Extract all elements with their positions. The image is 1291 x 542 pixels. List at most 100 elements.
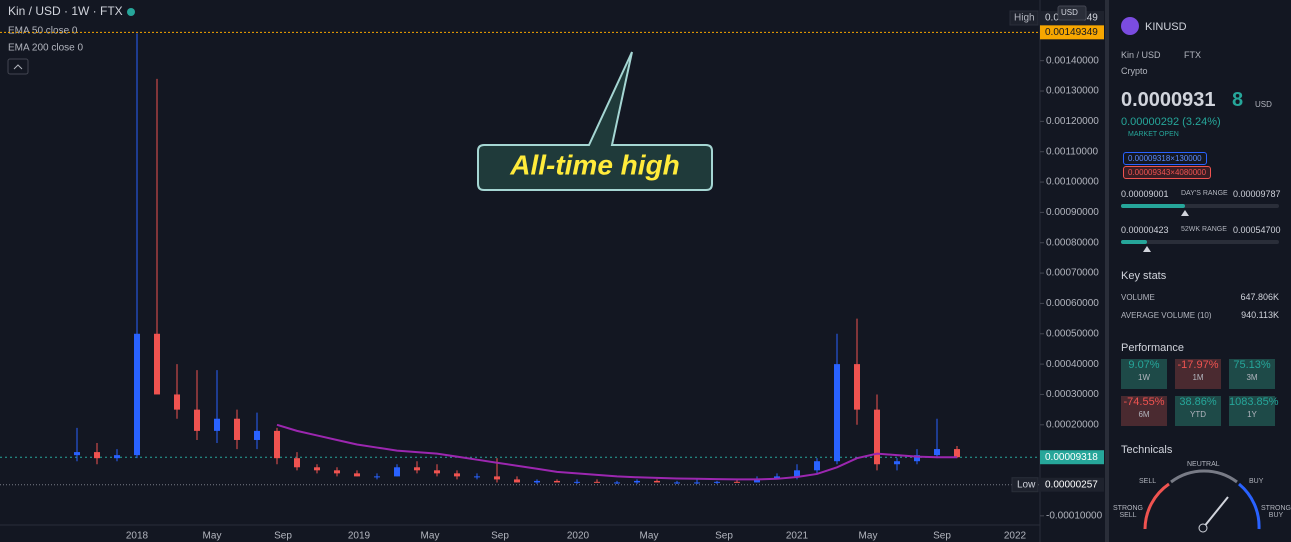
stat-value: 940.113K (1241, 310, 1279, 320)
range-high: 0.00054700 (1233, 225, 1281, 235)
logo (1121, 17, 1139, 35)
y-tick-label: 0.00110000 (1046, 146, 1099, 157)
candle-body (294, 458, 300, 468)
gauge-label: STRONG BUY (1261, 505, 1291, 519)
y-tick-label: 0.00030000 (1046, 389, 1099, 400)
x-tick-label: May (859, 531, 878, 542)
performance-value: -74.55% (1123, 396, 1165, 408)
stat-value: 647.806K (1240, 292, 1279, 302)
performance-value: 75.13% (1233, 359, 1271, 371)
performance-period: 3M (1246, 373, 1258, 382)
candle-body (714, 481, 720, 483)
range-fill (1121, 240, 1147, 244)
candle-body (474, 476, 480, 478)
candle-body (94, 452, 100, 459)
candle-body (334, 470, 340, 474)
candle-body (894, 461, 900, 465)
gauge-label: STRONG SELL (1113, 505, 1143, 519)
x-tick-label: May (421, 531, 440, 542)
candle-body (254, 430, 260, 440)
y-tick-label: 0.00070000 (1046, 268, 1099, 279)
sidebar: KINUSD Kin / USD FTX Crypto 0.0000931 8 USD 0.0… (1105, 0, 1291, 542)
last-label: 0.00009318 (1045, 452, 1098, 463)
bid: 0.00009318×130000 (1123, 152, 1207, 165)
candle-body (754, 479, 760, 483)
callout (477, 51, 713, 191)
y-tick-label: 0.00050000 (1046, 328, 1099, 339)
high-line-tag (1040, 25, 1104, 40)
annotation: All-time high (509, 149, 680, 180)
candle-body (794, 470, 800, 477)
performance-cell: -74.55% 6M (1121, 396, 1167, 426)
candle-body (514, 479, 520, 483)
candle-body (694, 482, 700, 484)
performance-period: YTD (1190, 410, 1206, 419)
stat-label: VOLUME (1121, 293, 1155, 302)
y-tick-label: 0.00100000 (1046, 177, 1099, 188)
gauge-arc (1238, 482, 1261, 530)
price-main: 0.0000931 (1121, 89, 1216, 111)
performance-value: 1083.85% (1229, 396, 1279, 408)
candle-body (854, 364, 860, 410)
x-tick-label: Sep (491, 531, 509, 542)
collapse-button[interactable] (7, 58, 29, 75)
performance-cell: -17.97% 1M (1175, 359, 1221, 389)
candle-body (534, 480, 540, 483)
candle-body (414, 467, 420, 471)
candle-body (954, 449, 960, 458)
candle-body (634, 480, 640, 483)
legend-entry: EMA 50 close 0 (8, 26, 78, 37)
performance-title: Performance (1121, 342, 1184, 354)
candle-body (194, 409, 200, 431)
candle-body (434, 470, 440, 474)
technicals-title: Technicals (1121, 444, 1173, 456)
range-low: 0.00000423 (1121, 225, 1169, 235)
price-last: 8 (1232, 89, 1244, 111)
gauge-hub (1198, 523, 1208, 533)
performance-period: 6M (1138, 410, 1150, 419)
candle-body (454, 473, 460, 477)
x-tick-label: Sep (715, 531, 733, 542)
market-status: MARKET OPEN (1128, 131, 1179, 138)
y-tick-label: 0.00090000 (1046, 207, 1099, 218)
currency-label: USD (1061, 8, 1078, 17)
low-price-tag (1040, 477, 1104, 492)
candle-body (174, 394, 180, 410)
y-tick-label: 0.00080000 (1046, 237, 1099, 248)
performance-cell: 38.86% YTD (1175, 396, 1221, 426)
ask: 0.00009343×4080000 (1123, 166, 1212, 179)
low-tag (1011, 477, 1039, 493)
range-label: DAY'S RANGE (1181, 190, 1228, 197)
low-tag-label: Low (1017, 479, 1036, 490)
symbol: KINUSD (1145, 21, 1187, 33)
candle-body (814, 461, 820, 471)
range-fill (1121, 204, 1185, 208)
status-dot (127, 8, 135, 16)
performance-value: -17.97% (1177, 359, 1219, 371)
y-tick-label: 0.00040000 (1046, 359, 1099, 370)
performance-cell: 9.07% 1W (1121, 359, 1167, 389)
gauge-label: SELL (1139, 478, 1157, 485)
stat-label: AVERAGE VOLUME (10) (1121, 311, 1212, 320)
header: Kin / USD · 1W · FTX (8, 4, 123, 18)
performance-period: 1W (1138, 373, 1150, 382)
candle-body (214, 418, 220, 431)
y-tick-label: 0.00140000 (1046, 55, 1099, 66)
legend-entry: EMA 200 close 0 (8, 43, 83, 54)
collapse-icon (13, 64, 23, 70)
candle-body (734, 481, 740, 483)
range-low: 0.00009001 (1121, 189, 1169, 199)
candle-body (274, 430, 280, 459)
currency-button[interactable] (1057, 5, 1087, 21)
y-tick-label: 0.00120000 (1046, 116, 1099, 127)
high-tag (1009, 10, 1039, 26)
candle-body (674, 482, 680, 484)
last-tag (1040, 450, 1104, 465)
chart: Kin / USD · 1W · FTX EMA 50 close 0 EMA … (0, 0, 1105, 542)
ema-line (276, 423, 957, 481)
candle-body (874, 409, 880, 465)
x-tick-label: Sep (933, 531, 951, 542)
candle-body (574, 481, 580, 483)
candle-body (114, 455, 120, 459)
